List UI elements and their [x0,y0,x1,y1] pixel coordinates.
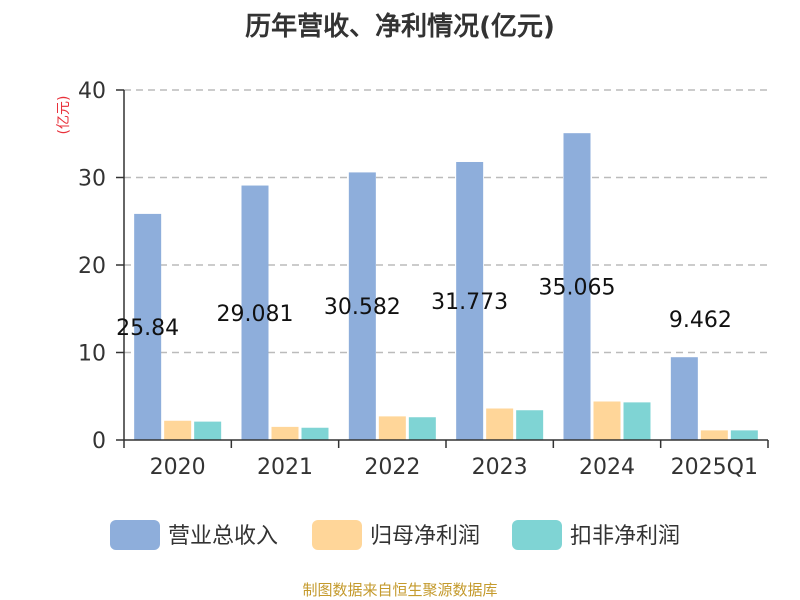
x-tick-label: 2022 [364,455,420,480]
bars [134,133,758,440]
bar [378,416,406,440]
y-tick-labels: 0 10 20 30 40 [78,79,106,454]
bar [301,427,329,440]
data-label: 25.84 [116,316,179,341]
x-tick-label: 2024 [579,455,635,480]
bar [486,408,514,440]
bar [456,161,484,440]
bar [194,421,222,440]
bar [670,357,698,440]
y-tick-label: 20 [78,254,106,279]
x-tick-label: 2023 [472,455,528,480]
bar [241,185,269,440]
bar [408,417,436,440]
legend-label: 营业总收入 [168,524,278,549]
legend-swatch [512,520,562,550]
data-label: 35.065 [539,276,616,301]
bar [563,133,591,440]
x-tick-labels: 2020 2021 2022 2023 2024 2025Q1 [150,455,758,480]
axes [116,89,769,448]
bar [164,420,192,440]
y-axis-unit-label: (亿元) [56,96,72,135]
y-tick-label: 40 [78,79,106,104]
bar [730,430,758,440]
y-tick-label: 10 [78,342,106,367]
bar [134,213,162,440]
bar [593,401,621,440]
bar [348,172,376,440]
bar [700,430,728,440]
chart-title: 历年营收、净利情况(亿元) [245,11,555,42]
data-labels: 25.84 29.081 30.582 31.773 35.065 9.462 [116,276,732,341]
y-tick-label: 0 [92,429,106,454]
data-label: 31.773 [431,290,508,315]
legend-label: 扣非净利润 [570,524,680,549]
legend-swatch [110,520,160,550]
x-tick-label: 2021 [257,455,313,480]
data-label: 9.462 [669,308,732,333]
x-tick-label: 2025Q1 [671,455,758,480]
source-note: 制图数据来自恒生聚源数据库 [302,581,497,599]
data-label: 29.081 [217,302,294,327]
bar [271,426,299,440]
legend: 营业总收入 归母净利润 扣非净利润 [110,520,680,550]
bar [516,410,544,440]
y-tick-label: 30 [78,167,106,192]
data-label: 30.582 [324,295,401,320]
legend-label: 归母净利润 [370,524,480,549]
bar [623,402,651,440]
x-tick-label: 2020 [150,455,206,480]
legend-swatch [312,520,362,550]
